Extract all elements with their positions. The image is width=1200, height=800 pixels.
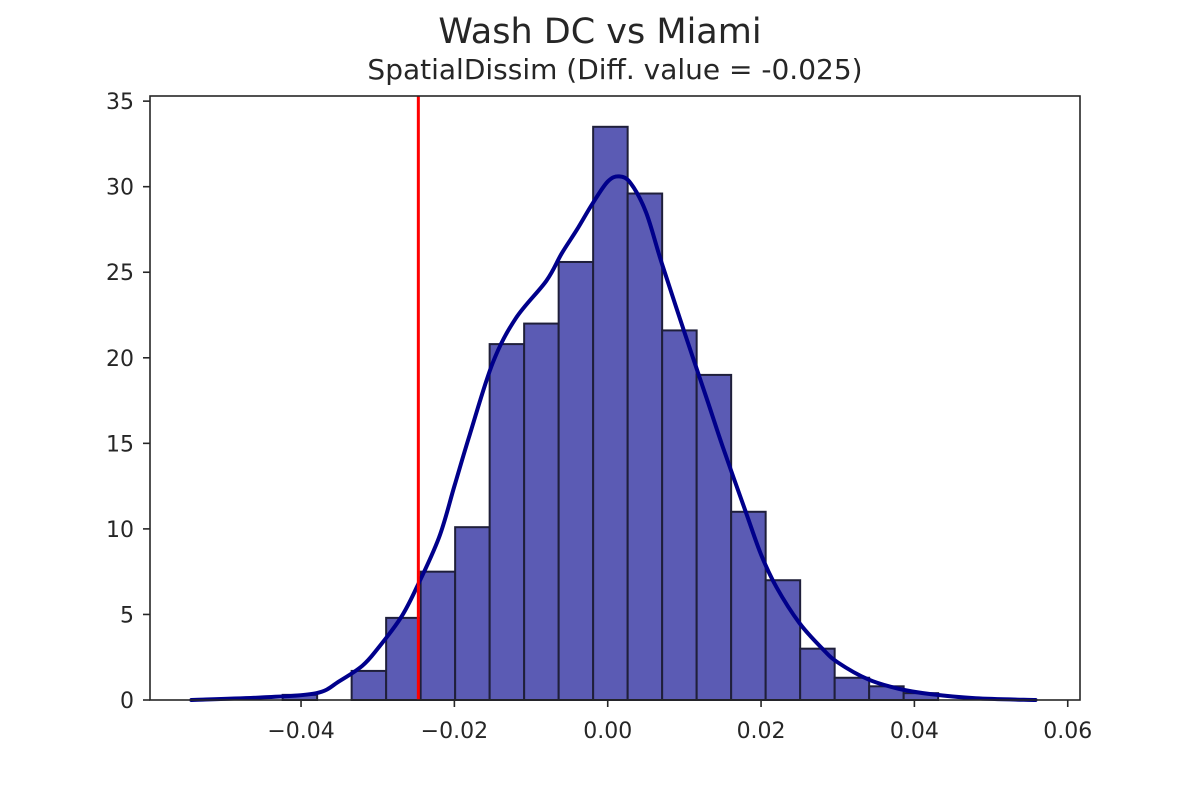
histogram-bar [557, 260, 595, 701]
histogram-bar [730, 510, 767, 701]
x-tick-label: 0.02 [737, 719, 786, 744]
histogram-bar [661, 329, 698, 701]
histogram-bars [281, 125, 940, 702]
histogram-bar [454, 526, 491, 701]
histogram-bar [833, 676, 871, 701]
chart-title: Wash DC vs Miami [438, 12, 761, 52]
histogram-bar [488, 343, 526, 701]
y-tick-label: 25 [106, 261, 134, 286]
x-tick-label: 0.00 [583, 719, 632, 744]
y-tick-label: 35 [106, 90, 134, 115]
y-tick-label: 20 [106, 347, 134, 372]
histogram-bar [523, 322, 560, 701]
y-tick-label: 0 [120, 689, 134, 714]
x-tick-label: 0.06 [1043, 719, 1092, 744]
histogram-bar [419, 570, 457, 701]
y-tick-label: 15 [106, 432, 134, 457]
chart-subtitle: SpatialDissim (Diff. value = -0.025) [367, 53, 862, 86]
x-tick-label: −0.04 [267, 719, 334, 744]
density-curve-layer [189, 174, 1038, 702]
histogram-bar [350, 669, 388, 701]
plot-frame [149, 95, 1081, 701]
histogram-bar [626, 192, 664, 701]
y-tick-label: 5 [120, 603, 134, 628]
y-tick-label: 30 [106, 176, 134, 201]
histogram-bar [592, 125, 629, 701]
density-curve [189, 174, 1038, 702]
x-tick-label: −0.02 [421, 719, 488, 744]
y-tick-label: 10 [106, 518, 134, 543]
x-tick-label: 0.04 [890, 719, 939, 744]
axes: −0.04 −0.02 0.00 0.02 0.04 0.06 0 5 10 15 20 25 30 35 [106, 90, 1092, 744]
